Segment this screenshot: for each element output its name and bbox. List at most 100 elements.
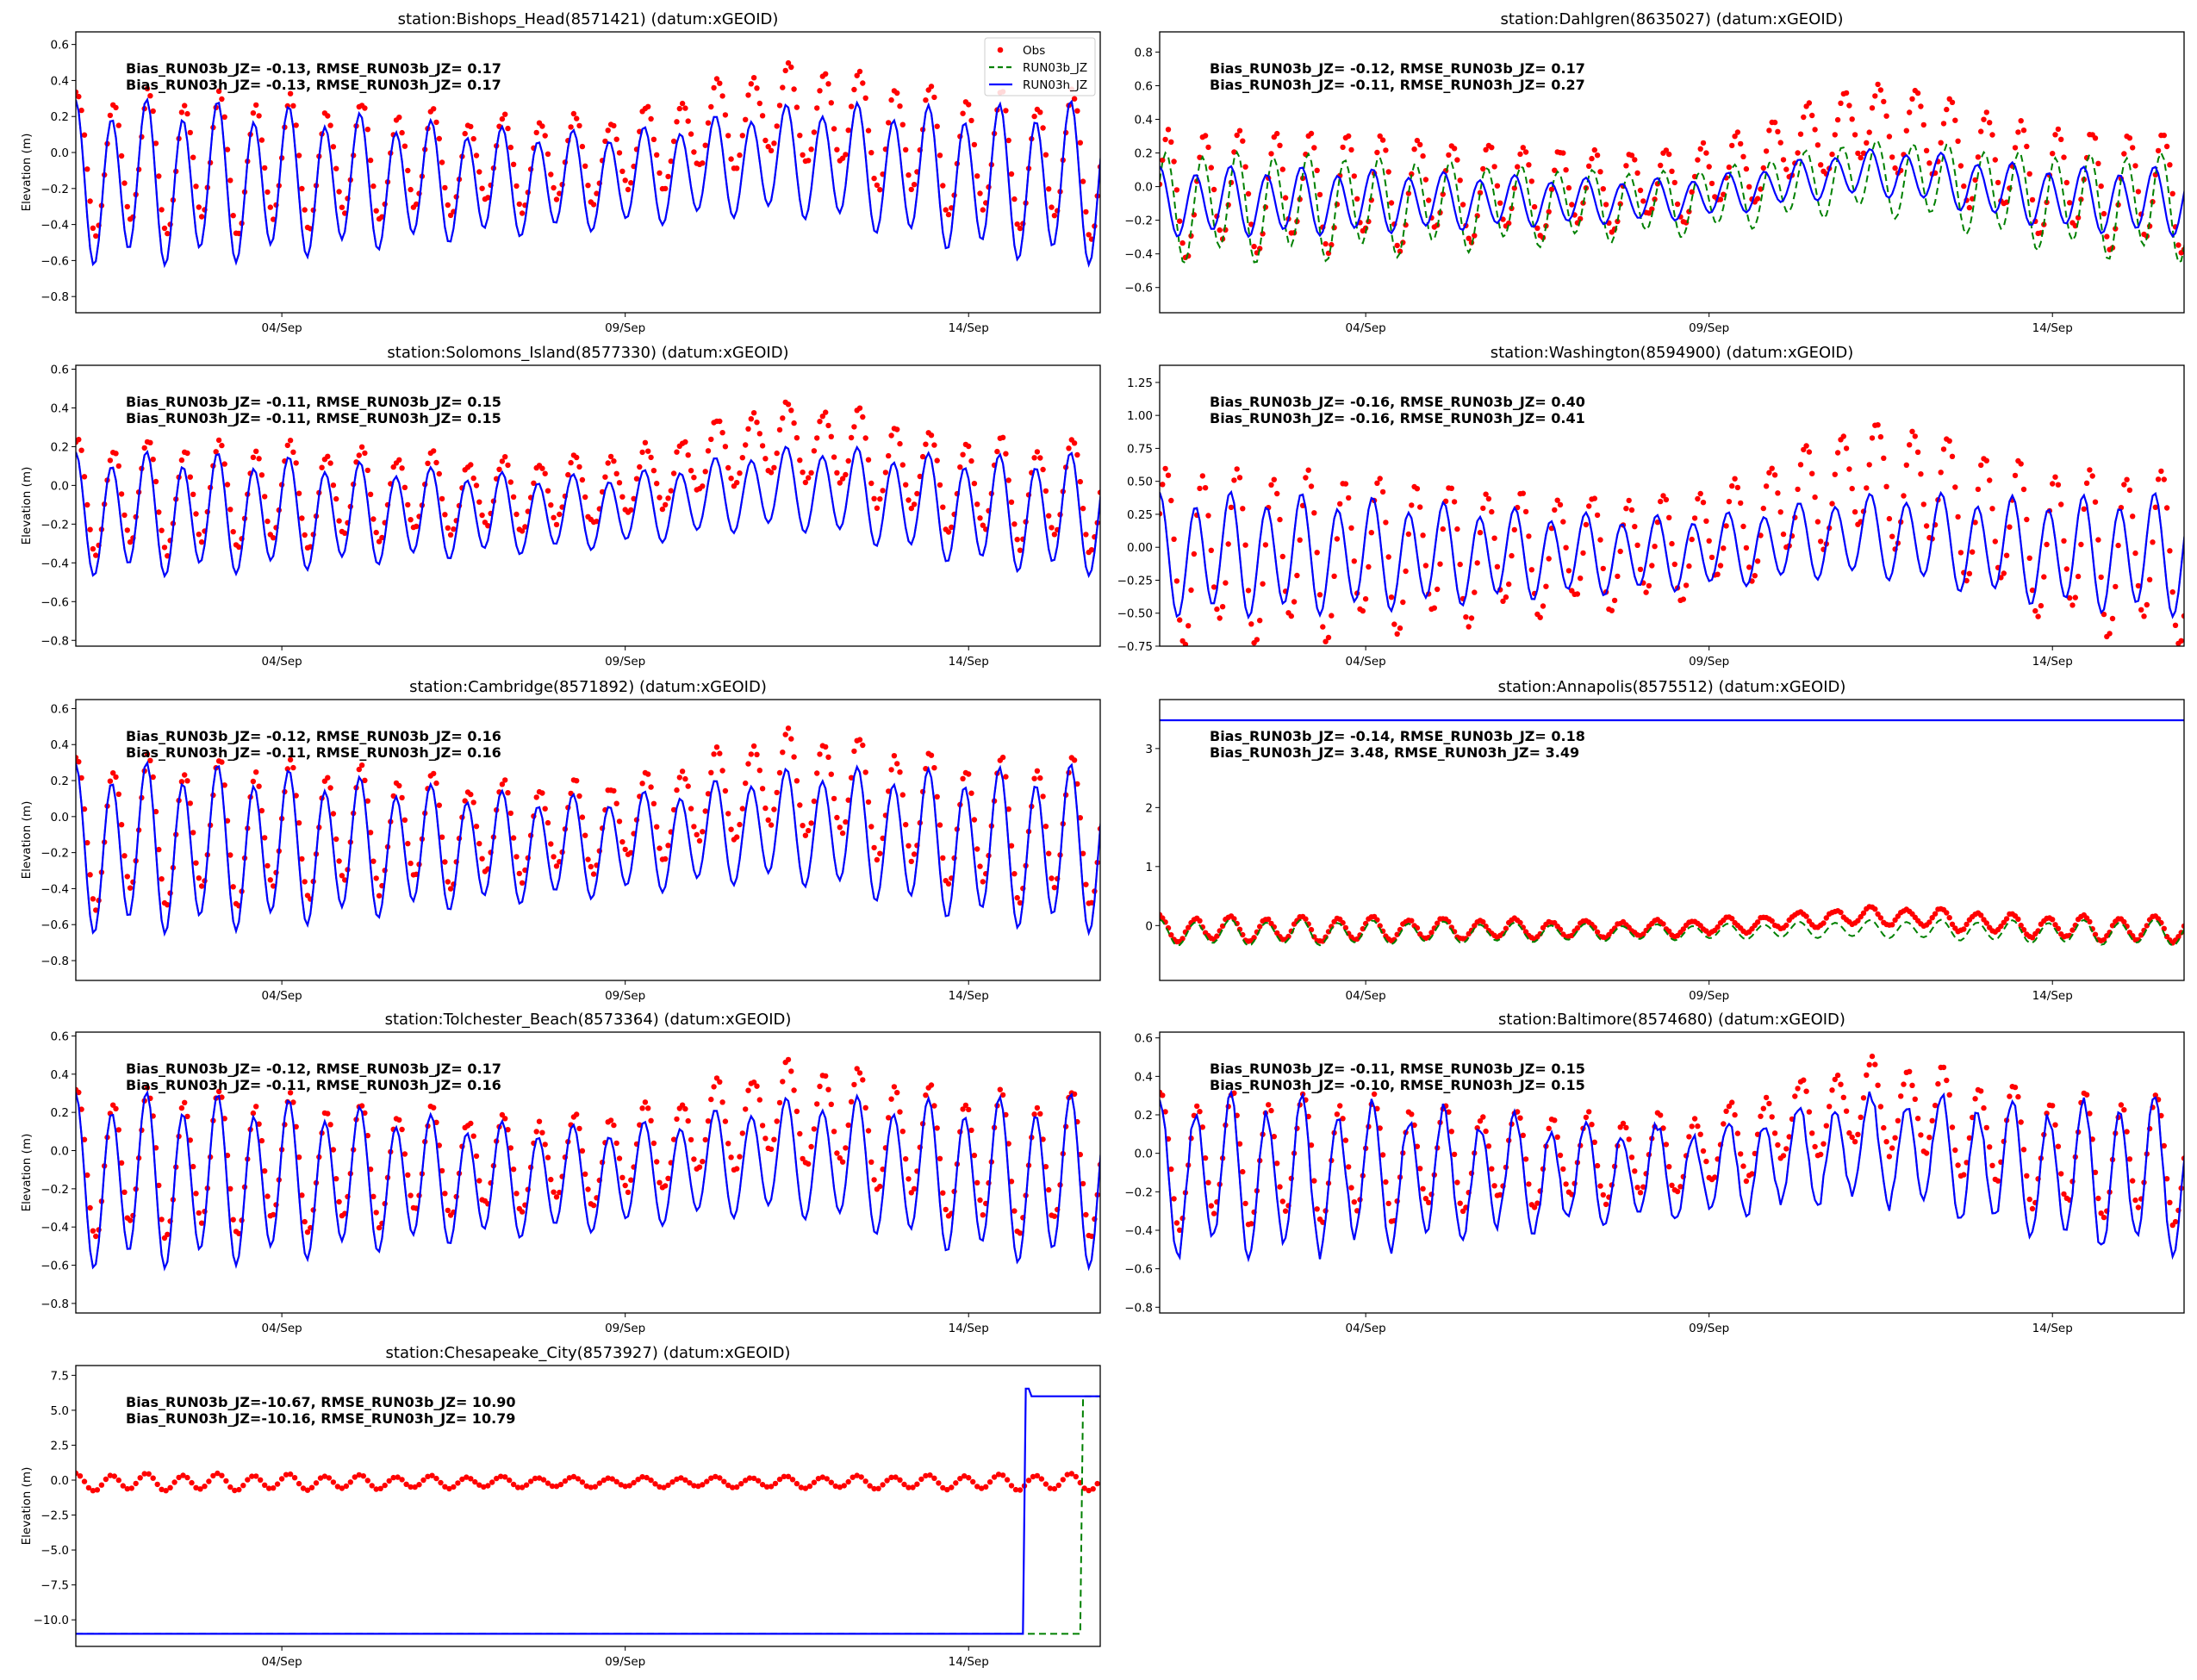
obs-point xyxy=(1011,1208,1018,1214)
obs-point xyxy=(891,1084,898,1090)
x-tick-label: 09/Sep xyxy=(605,655,645,669)
obs-point xyxy=(974,846,980,852)
obs-point xyxy=(1240,931,1246,938)
obs-point xyxy=(167,1484,173,1491)
axes-frame xyxy=(1159,1031,2185,1314)
obs-point xyxy=(1046,513,1052,519)
obs-point xyxy=(447,532,454,538)
obs-point xyxy=(327,122,333,128)
obs-point xyxy=(994,448,1000,455)
obs-point xyxy=(2101,210,2107,217)
obs-point xyxy=(539,1129,545,1136)
obs-point xyxy=(1563,544,1569,551)
obs-point xyxy=(911,1185,918,1192)
obs-point xyxy=(719,1099,725,1105)
obs-point xyxy=(974,1484,980,1490)
obs-point xyxy=(190,830,196,836)
obs-point xyxy=(1171,536,1177,542)
obs-point xyxy=(1160,157,1166,164)
obs-point xyxy=(128,1485,134,1491)
obs-point xyxy=(1760,1105,1766,1111)
obs-point xyxy=(1417,141,1423,148)
obs-point xyxy=(785,1473,792,1480)
obs-point xyxy=(1734,1130,1741,1136)
obs-point xyxy=(1468,615,1475,621)
obs-point xyxy=(1940,1064,1947,1071)
obs-point xyxy=(1569,932,1575,939)
obs-point xyxy=(845,797,851,803)
obs-point xyxy=(473,482,480,488)
obs-point xyxy=(1852,1139,1858,1145)
obs-point xyxy=(1346,1164,1352,1170)
y-tick-label: −0.6 xyxy=(40,1260,69,1273)
obs-point xyxy=(1780,1153,1787,1159)
obs-point xyxy=(230,884,236,890)
run03h-line xyxy=(76,445,1100,579)
obs-point xyxy=(685,783,691,789)
obs-point xyxy=(249,1473,255,1479)
obs-point xyxy=(85,1484,92,1491)
obs-point xyxy=(802,479,809,486)
obs-point xyxy=(762,137,769,144)
obs-point xyxy=(2092,1169,2099,1176)
obs-point xyxy=(1314,550,1320,556)
obs-point xyxy=(2126,1156,2133,1162)
obs-point xyxy=(700,160,706,166)
obs-point xyxy=(645,1105,651,1111)
obs-point xyxy=(377,1485,383,1492)
obs-point xyxy=(725,1482,731,1489)
obs-point xyxy=(1003,108,1009,114)
obs-point xyxy=(1666,514,1672,520)
obs-point xyxy=(159,527,165,533)
obs-point xyxy=(1978,462,1984,469)
obs-point xyxy=(1477,530,1484,536)
obs-point xyxy=(2126,487,2133,494)
y-tick-label: 5.0 xyxy=(51,1404,69,1418)
obs-point xyxy=(1277,516,1283,523)
obs-point xyxy=(743,1106,749,1112)
obs-point xyxy=(2015,916,2021,923)
obs-point xyxy=(1457,1200,1463,1206)
obs-point xyxy=(373,529,379,536)
obs-point xyxy=(1162,136,1168,143)
y-tick-label: −0.4 xyxy=(40,557,69,570)
obs-point xyxy=(817,1083,823,1090)
obs-point xyxy=(445,202,451,208)
obs-point xyxy=(2087,1111,2093,1117)
obs-point xyxy=(1743,544,1750,551)
obs-point xyxy=(1083,881,1089,887)
obs-point xyxy=(193,860,199,866)
obs-point xyxy=(888,767,894,773)
obs-point xyxy=(336,1198,342,1205)
obs-point xyxy=(287,756,294,763)
obs-point xyxy=(1783,1146,1789,1152)
obs-point xyxy=(171,1479,177,1485)
obs-point xyxy=(834,1150,840,1156)
obs-point xyxy=(1866,1061,1872,1068)
obs-point xyxy=(613,800,619,806)
obs-point xyxy=(888,1096,894,1102)
obs-point xyxy=(1881,98,1887,105)
obs-point xyxy=(2024,1173,2030,1179)
obs-point xyxy=(90,225,96,231)
obs-point xyxy=(657,845,663,851)
obs-point xyxy=(494,1475,500,1482)
obs-point xyxy=(290,1099,296,1105)
obs-point xyxy=(507,1477,513,1484)
obs-point xyxy=(1758,1113,1764,1119)
x-tick-label: 09/Sep xyxy=(1689,655,1729,669)
obs-point xyxy=(737,821,743,828)
x-tick-label: 14/Sep xyxy=(2032,989,2073,1003)
obs-point xyxy=(1981,116,1987,122)
obs-point xyxy=(1746,564,1752,570)
obs-point xyxy=(510,161,517,167)
obs-point xyxy=(1775,1142,1781,1148)
y-tick-label: −0.6 xyxy=(40,918,69,932)
obs-point xyxy=(1832,471,1838,477)
y-tick-label: −0.8 xyxy=(40,634,69,648)
obs-point xyxy=(1843,445,1850,451)
obs-point xyxy=(841,1483,847,1489)
y-tick-label: −7.5 xyxy=(40,1579,69,1593)
obs-point xyxy=(539,123,545,129)
y-tick-label: 1.00 xyxy=(1127,409,1153,423)
